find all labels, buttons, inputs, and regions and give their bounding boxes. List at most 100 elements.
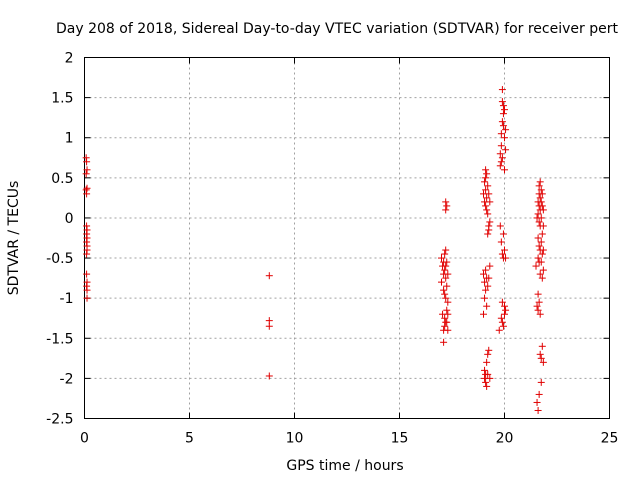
y-tick-label: -1 bbox=[60, 291, 74, 307]
data-point bbox=[538, 342, 546, 350]
data-point bbox=[536, 194, 544, 202]
data-point bbox=[486, 198, 494, 206]
data-point bbox=[502, 306, 510, 314]
data-point bbox=[482, 378, 490, 386]
data-point bbox=[502, 254, 510, 262]
data-point bbox=[499, 102, 507, 110]
data-point bbox=[485, 346, 493, 354]
data-point bbox=[501, 302, 508, 310]
data-point bbox=[443, 318, 451, 326]
x-tick-label: 25 bbox=[601, 431, 619, 447]
data-point bbox=[534, 290, 542, 298]
data-point bbox=[484, 370, 492, 378]
x-tick-label: 5 bbox=[185, 431, 194, 447]
data-point bbox=[481, 294, 489, 302]
data-point bbox=[265, 322, 273, 330]
data-point bbox=[83, 166, 91, 174]
data-point bbox=[438, 254, 445, 262]
data-point bbox=[539, 222, 547, 230]
data-point bbox=[539, 206, 547, 214]
y-tick-label: 0 bbox=[65, 211, 74, 227]
data-point bbox=[497, 158, 505, 166]
data-point bbox=[534, 210, 542, 218]
data-point bbox=[485, 190, 493, 198]
data-point bbox=[443, 282, 451, 290]
data-point bbox=[534, 306, 542, 314]
data-point bbox=[498, 98, 506, 106]
y-tick-labels: 2 1.5 1 0.5 0 -0.5 -1 -1.5 -2 -2.5 bbox=[46, 51, 73, 428]
data-point bbox=[265, 272, 273, 280]
data-point bbox=[496, 222, 504, 230]
data-point bbox=[83, 278, 91, 286]
data-point bbox=[442, 294, 450, 302]
data-point bbox=[483, 206, 491, 214]
data-point bbox=[83, 294, 91, 302]
data-point bbox=[82, 170, 90, 178]
x-tick-label: 20 bbox=[496, 431, 514, 447]
data-point bbox=[533, 302, 541, 310]
data-point bbox=[537, 354, 545, 362]
data-point bbox=[440, 286, 448, 294]
data-point bbox=[484, 230, 492, 238]
data-point bbox=[83, 286, 91, 294]
data-point bbox=[535, 242, 543, 250]
data-point bbox=[535, 182, 543, 190]
data-point bbox=[501, 134, 508, 142]
data-point bbox=[482, 286, 490, 294]
data-point bbox=[442, 262, 450, 270]
data-point bbox=[483, 194, 491, 202]
data-point bbox=[497, 314, 505, 322]
data-point bbox=[442, 206, 450, 214]
data-point bbox=[444, 298, 452, 306]
data-point bbox=[501, 246, 508, 254]
data-point bbox=[537, 378, 545, 386]
data-point bbox=[539, 246, 547, 254]
y-tick-label: -1.5 bbox=[46, 331, 73, 347]
data-point bbox=[536, 270, 544, 278]
data-point bbox=[481, 178, 489, 186]
data-point bbox=[483, 302, 491, 310]
data-point bbox=[444, 270, 452, 278]
data-point bbox=[537, 214, 545, 222]
data-point bbox=[535, 390, 543, 398]
data-points bbox=[82, 86, 547, 414]
data-point bbox=[484, 350, 492, 358]
data-point bbox=[538, 190, 546, 198]
data-point bbox=[498, 250, 506, 258]
data-point bbox=[539, 358, 547, 366]
data-point bbox=[536, 310, 544, 318]
data-point bbox=[532, 262, 540, 270]
data-point bbox=[83, 184, 91, 192]
data-point bbox=[499, 230, 507, 238]
data-point bbox=[442, 274, 450, 282]
data-point bbox=[497, 238, 505, 246]
axis-ticks bbox=[84, 57, 610, 419]
data-point bbox=[265, 372, 273, 380]
data-point bbox=[486, 218, 494, 226]
data-point bbox=[441, 314, 449, 322]
data-point bbox=[83, 226, 91, 234]
data-point bbox=[482, 166, 490, 174]
data-point bbox=[438, 278, 445, 286]
data-point bbox=[443, 306, 451, 314]
data-point bbox=[484, 210, 492, 218]
data-point bbox=[482, 186, 490, 194]
y-tick-label: -2 bbox=[60, 371, 74, 387]
data-point bbox=[83, 234, 91, 242]
y-tick-label: -2.5 bbox=[46, 412, 73, 428]
data-point bbox=[83, 246, 91, 254]
data-point bbox=[501, 310, 508, 318]
data-point bbox=[537, 258, 545, 266]
data-point bbox=[501, 166, 508, 174]
data-point bbox=[499, 110, 507, 118]
data-point bbox=[441, 250, 449, 258]
data-point bbox=[481, 278, 489, 286]
data-point bbox=[497, 142, 505, 150]
data-point bbox=[534, 234, 542, 242]
data-point bbox=[534, 406, 542, 414]
x-tick-label: 15 bbox=[391, 431, 409, 447]
y-tick-label: 1 bbox=[65, 131, 74, 147]
y-tick-label: 0.5 bbox=[51, 171, 73, 187]
data-point bbox=[498, 318, 506, 326]
data-point bbox=[441, 322, 449, 330]
